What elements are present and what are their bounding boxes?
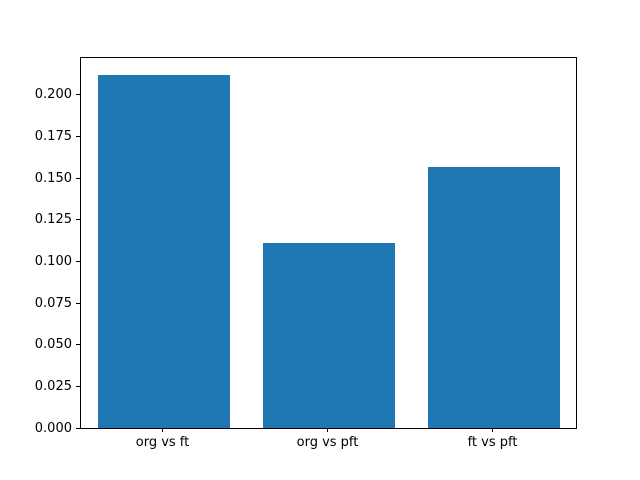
y-tick-mark xyxy=(76,94,80,96)
y-tick-mark xyxy=(76,177,80,179)
x-tick-mark xyxy=(492,428,493,432)
y-tick-label: 0.200 xyxy=(34,87,72,103)
x-tick-label: org vs pft xyxy=(296,435,359,450)
y-tick-label: 0.175 xyxy=(34,129,72,145)
y-tick-mark xyxy=(76,260,80,262)
bar-ft-vs-pft xyxy=(427,166,560,428)
x-tick-mark xyxy=(327,428,328,432)
y-tick-label: 0.150 xyxy=(34,170,72,186)
x-tick-label: ft vs pft xyxy=(467,435,518,450)
y-tick-mark xyxy=(76,136,80,138)
bar-org-vs-pft xyxy=(262,243,395,428)
y-tick-mark xyxy=(76,344,80,346)
y-tick-label: 0.025 xyxy=(34,378,72,394)
y-tick-label: 0.125 xyxy=(34,212,72,228)
x-tick-mark xyxy=(162,428,163,432)
plot-area xyxy=(80,57,577,429)
x-tick-label: org vs ft xyxy=(135,435,190,450)
y-tick-mark xyxy=(76,219,80,221)
y-tick-label: 0.050 xyxy=(34,337,72,353)
y-tick-mark xyxy=(76,427,80,429)
bar-org-vs-ft xyxy=(97,75,230,428)
y-tick-label: 0.000 xyxy=(34,420,72,436)
y-tick-mark xyxy=(76,385,80,387)
y-tick-label: 0.100 xyxy=(34,253,72,269)
y-tick-label: 0.075 xyxy=(34,295,72,311)
y-tick-mark xyxy=(76,302,80,304)
